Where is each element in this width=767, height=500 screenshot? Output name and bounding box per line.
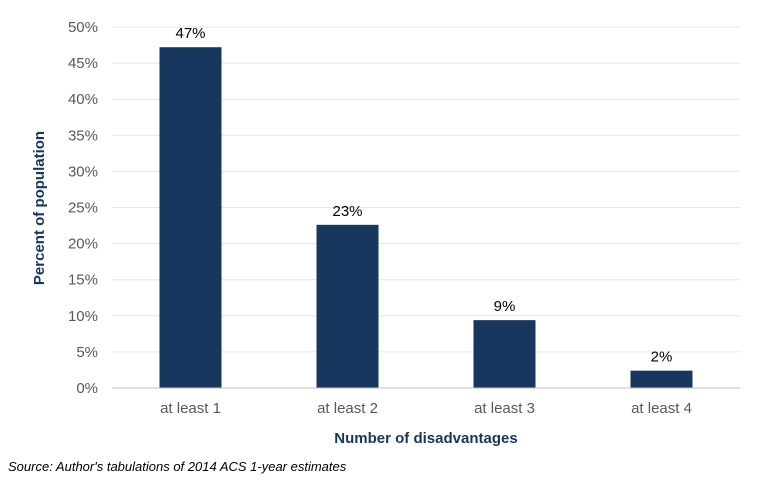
x-tick-label: at least 1 bbox=[160, 400, 221, 417]
y-tick-label: 50% bbox=[68, 19, 98, 36]
y-axis-title: Percent of population bbox=[31, 131, 48, 285]
data-label: 9% bbox=[494, 298, 516, 315]
y-axis-ticks: 0% 5% 10% 15% 20% 25% 30% 35% 40% 45% 50% bbox=[68, 19, 98, 397]
x-axis-ticks: at least 1 at least 2 at least 3 at least 4 bbox=[160, 400, 692, 417]
x-axis-title: Number of disadvantages bbox=[334, 430, 517, 447]
data-labels: 47% 23% 9% 2% bbox=[175, 25, 672, 365]
y-tick-label: 0% bbox=[76, 380, 98, 397]
data-label: 47% bbox=[175, 25, 205, 42]
y-tick-label: 5% bbox=[76, 344, 98, 361]
data-label: 2% bbox=[651, 349, 673, 366]
y-tick-label: 35% bbox=[68, 127, 98, 144]
bar bbox=[316, 224, 379, 388]
x-tick-label: at least 4 bbox=[631, 400, 692, 417]
y-tick-label: 15% bbox=[68, 272, 98, 289]
data-label: 23% bbox=[332, 203, 362, 220]
y-tick-label: 40% bbox=[68, 91, 98, 108]
bars bbox=[159, 47, 693, 388]
bar bbox=[473, 320, 536, 388]
x-tick-label: at least 3 bbox=[474, 400, 535, 417]
y-tick-label: 10% bbox=[68, 308, 98, 325]
y-tick-label: 20% bbox=[68, 236, 98, 253]
bar bbox=[159, 47, 222, 388]
bar bbox=[630, 370, 693, 388]
y-tick-label: 25% bbox=[68, 200, 98, 217]
y-tick-label: 30% bbox=[68, 163, 98, 180]
y-tick-label: 45% bbox=[68, 55, 98, 72]
x-tick-label: at least 2 bbox=[317, 400, 378, 417]
bar-chart: 47% 23% 9% 2% 0% 5% 10% 15% 20% 25% 30% 35% 40% 45% 5… bbox=[31, 19, 740, 447]
source-note: Source: Author's tabulations of 2014 ACS… bbox=[8, 459, 347, 474]
